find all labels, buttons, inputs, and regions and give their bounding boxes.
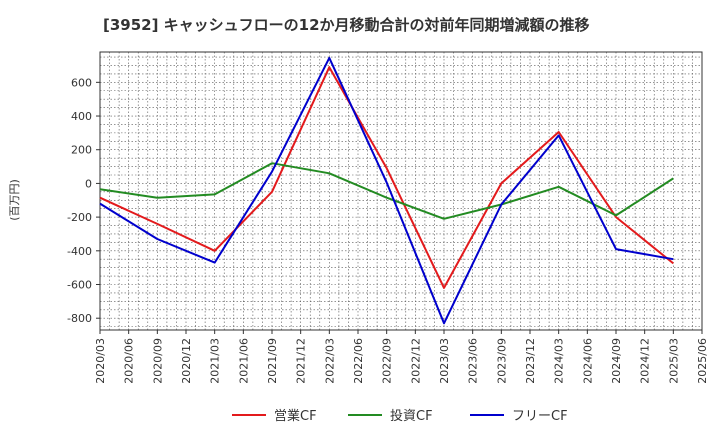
y-tick-label: -600 — [67, 279, 92, 292]
y-tick-label: -400 — [67, 245, 92, 258]
x-tick-label: 2021/06 — [237, 338, 250, 384]
x-tick-label: 2022/09 — [381, 338, 394, 384]
chart-title: [3952] キャッシュフローの12か月移動合計の対前年同期増減額の推移 — [103, 16, 590, 34]
x-tick-label: 2025/06 — [696, 338, 709, 384]
x-tick-label: 2023/09 — [495, 338, 508, 384]
x-tick-label: 2024/03 — [553, 338, 566, 384]
x-tick-label: 2021/12 — [295, 338, 308, 384]
x-tick-label: 2021/03 — [209, 338, 222, 384]
legend-label: フリーCF — [512, 409, 568, 424]
y-tick-label: 600 — [71, 76, 92, 89]
y-tick-label: 200 — [71, 144, 92, 157]
x-tick-label: 2023/12 — [524, 338, 537, 384]
x-tick-label: 2020/06 — [123, 338, 136, 384]
x-tick-label: 2020/03 — [94, 338, 107, 384]
y-tick-label: 400 — [71, 110, 92, 123]
legend-label: 営業CF — [274, 408, 317, 424]
series-line — [99, 56, 674, 325]
x-tick-label: 2022/06 — [352, 338, 365, 384]
x-tick-label: 2021/09 — [266, 338, 279, 384]
y-tick-label: -200 — [67, 211, 92, 224]
x-tick-label: 2024/09 — [610, 338, 623, 384]
x-axis: 2020/03 2020/06 2020/09 2020/12 2021/03 2021/… — [94, 330, 709, 384]
y-axis: 600 400 200 0 -200 -400 -600 -800 — [67, 76, 100, 325]
grid-lines — [99, 52, 703, 330]
legend: 営業CF 投資CF フリーCF — [232, 408, 568, 424]
x-tick-label: 2025/03 — [667, 338, 680, 384]
plot-area — [99, 51, 703, 331]
legend-label: 投資CF — [390, 408, 433, 424]
x-tick-label: 2024/12 — [639, 338, 652, 384]
series-line — [99, 162, 674, 220]
x-tick-label: 2020/09 — [151, 338, 164, 384]
y-tick-label: -800 — [67, 312, 92, 325]
x-tick-label: 2023/06 — [467, 338, 480, 384]
x-tick-label: 2024/06 — [581, 338, 594, 384]
series-line — [99, 66, 674, 289]
x-tick-label: 2022/03 — [323, 338, 336, 384]
x-tick-label: 2023/03 — [438, 338, 451, 384]
x-tick-label: 2020/12 — [180, 338, 193, 384]
y-axis-label: (百万円) — [8, 179, 21, 221]
y-tick-label: 0 — [85, 177, 92, 190]
x-tick-label: 2022/12 — [409, 338, 422, 384]
series-lines — [99, 56, 674, 325]
